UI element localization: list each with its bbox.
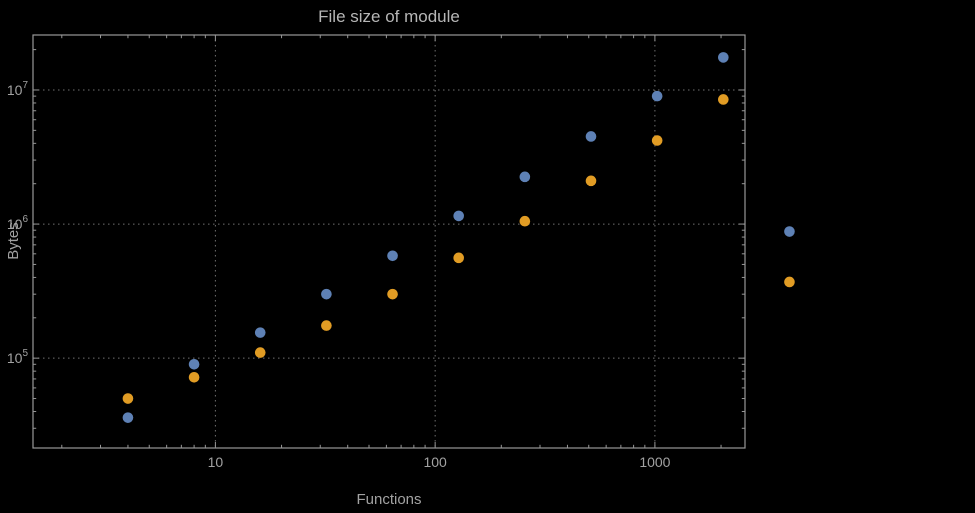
x-axis-label: Functions [356,491,422,508]
data-point-orange [519,215,531,227]
data-point-blue [718,52,729,63]
chart-title: File size of module [318,7,460,26]
plot-frame [32,34,746,449]
data-point-blue [453,210,465,222]
data-point-orange [188,371,200,383]
data-point-blue [188,358,200,370]
data-point-orange [585,175,597,187]
data-point-blue [519,171,531,183]
data-point-orange [254,347,266,358]
y-tick-label: 106 [7,214,29,232]
y-tick-label: 107 [7,80,29,98]
data-point-orange [122,393,134,404]
data-point-orange [321,320,332,331]
data-point-blue [321,288,332,300]
y-tick-label: 105 [7,348,29,366]
data-point-blue [122,412,134,423]
data-point-orange [387,288,398,300]
data-point-orange [453,252,465,264]
data-point-blue [387,250,398,262]
data-point-orange [651,135,663,146]
x-tick-label: 10 [208,454,224,470]
data-point-blue [651,90,663,102]
data-point-blue [784,226,795,237]
x-tick-label: 100 [423,454,447,470]
data-point-orange [718,94,729,105]
y-axis-label: Bytes [5,222,22,260]
data-point-orange [784,276,795,288]
x-tick-label: 1000 [639,454,670,470]
data-point-blue [254,327,266,338]
data-point-blue [585,131,597,142]
